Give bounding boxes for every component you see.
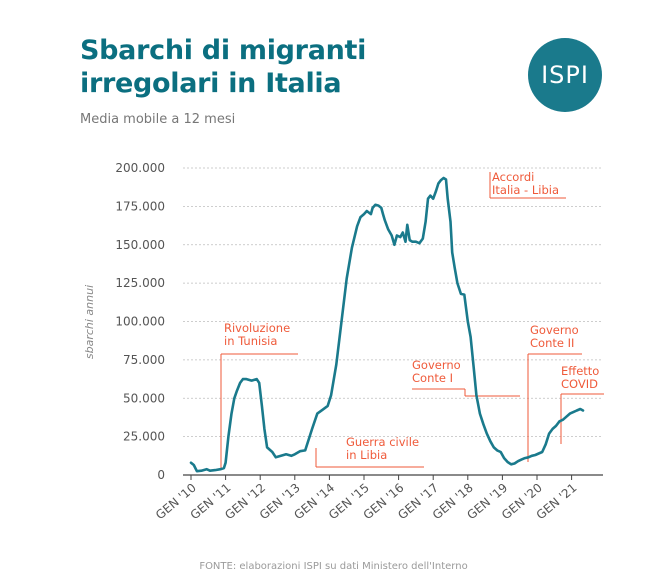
series-line-sbarchi: [189, 176, 585, 473]
y-tick-label: 0: [157, 468, 165, 482]
y-axis-label: sbarchi annui: [83, 285, 96, 359]
chart-subtitle: Media mobile a 12 mesi: [80, 112, 236, 127]
annotation-label: Accordi: [492, 170, 534, 184]
y-tick-label: 150.000: [115, 238, 165, 252]
y-tick-label: 175.000: [115, 199, 165, 213]
grid-lines: [183, 167, 603, 476]
annotation-label: Rivoluzione: [224, 321, 290, 335]
y-tick-label: 100.000: [115, 315, 165, 329]
y-tick-label: 200.000: [115, 161, 165, 175]
annotation-label: in Tunisia: [224, 334, 277, 348]
source-note: FONTE: elaborazioni ISPI su dati Ministe…: [199, 561, 468, 572]
ispi-logo: ISPI: [528, 38, 602, 112]
annotation-label: Guerra civile: [346, 435, 419, 449]
y-tick-label: 25.000: [123, 430, 165, 444]
y-tick-label: 50.000: [123, 391, 165, 405]
annotation-label: Italia - Libia: [492, 183, 559, 197]
annotation-label: Governo: [412, 358, 461, 372]
y-tick-label: 75.000: [123, 353, 165, 367]
chart-title: Sbarchi di migranti irregolari in Italia: [80, 35, 367, 99]
annotation-label: Effetto: [561, 364, 599, 378]
annotation-label: Conte II: [530, 336, 574, 350]
annotation-label: Governo: [530, 323, 579, 337]
y-axis-ticks: 0 25.000 50.000 75.000 100.000 125.000 150.000…: [115, 161, 165, 482]
annotation-label: in Libia: [346, 448, 387, 462]
annotation-label: COVID: [561, 377, 598, 391]
y-tick-label: 125.000: [115, 276, 165, 290]
annotation-label: Conte I: [412, 371, 453, 385]
